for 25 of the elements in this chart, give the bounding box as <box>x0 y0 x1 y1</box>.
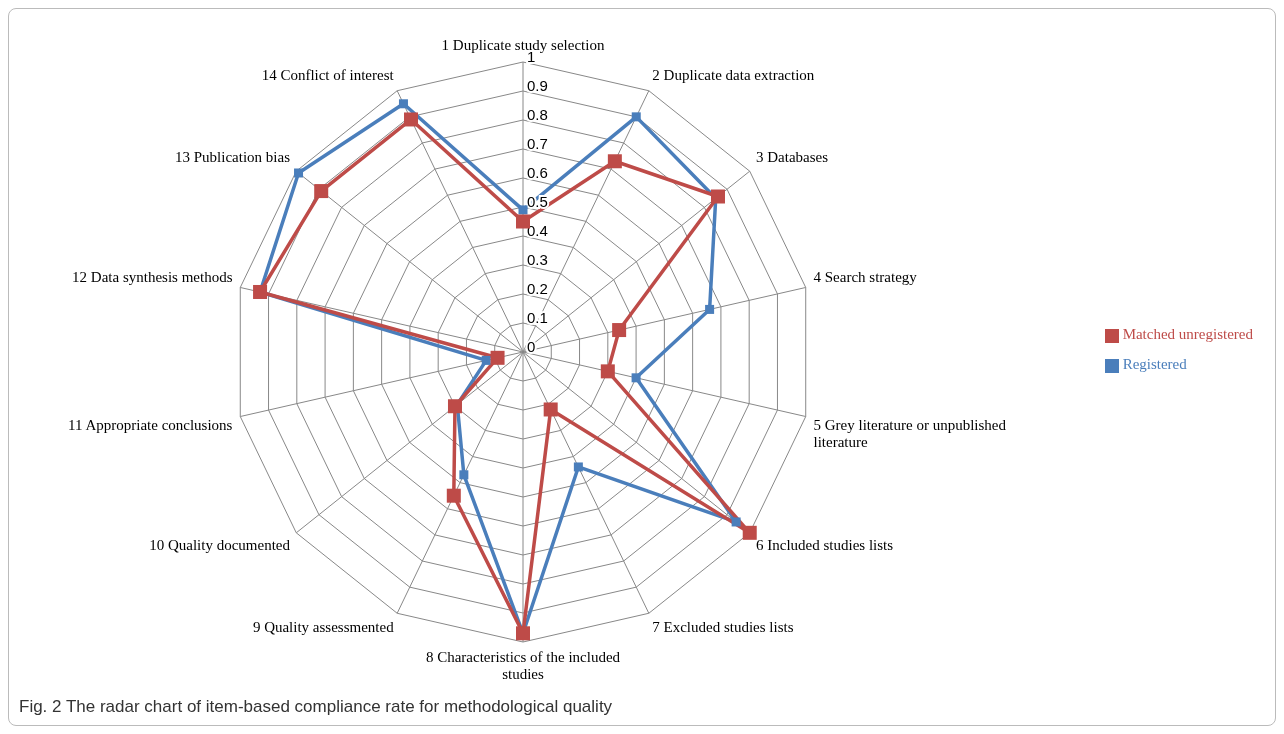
spoke-label: 3 Databases <box>755 149 829 166</box>
spoke-label: 10 Quality documented <box>149 536 291 553</box>
spoke-label: 9 Quality assessmented <box>252 619 395 636</box>
spoke-label: 4 Search strategy <box>813 268 918 285</box>
spoke-label: 14 Conflict of interest <box>261 66 395 83</box>
spoke-label: 5 Grey literature or unpublished literature <box>813 417 1007 451</box>
spoke-label: 7 Excluded studies lists <box>652 619 794 636</box>
y-tick-label: 0.2 <box>527 280 548 297</box>
y-tick-label: 0.3 <box>527 251 548 268</box>
legend-label: Registered <box>1122 356 1187 372</box>
spoke-label: 2 Duplicate data extraction <box>652 66 815 83</box>
y-tick-label: 0.1 <box>527 309 548 326</box>
spoke-label: 1 Duplicate study selection <box>441 37 605 53</box>
caption: Fig. 2 The radar chart of item-based compliance rate for methodological quality <box>19 697 613 717</box>
spoke-label: 13 Publication bias <box>175 149 291 166</box>
legend-label: Matched unregistered <box>1122 326 1253 342</box>
spoke-label: 6 Included studies lists <box>755 536 894 553</box>
y-tick-label: 0.8 <box>527 106 548 123</box>
y-tick-label: 0 <box>527 338 536 355</box>
y-tick-label: 0.9 <box>527 77 548 94</box>
spoke-label: 11 Appropriate conclusions <box>68 417 233 434</box>
spoke-label: 12 Data synthesis methods <box>72 268 233 285</box>
spoke-label: 8 Characteristics of the included studies <box>425 649 621 682</box>
y-tick-label: 0.6 <box>527 164 548 181</box>
y-tick-label: 0.7 <box>527 135 548 152</box>
